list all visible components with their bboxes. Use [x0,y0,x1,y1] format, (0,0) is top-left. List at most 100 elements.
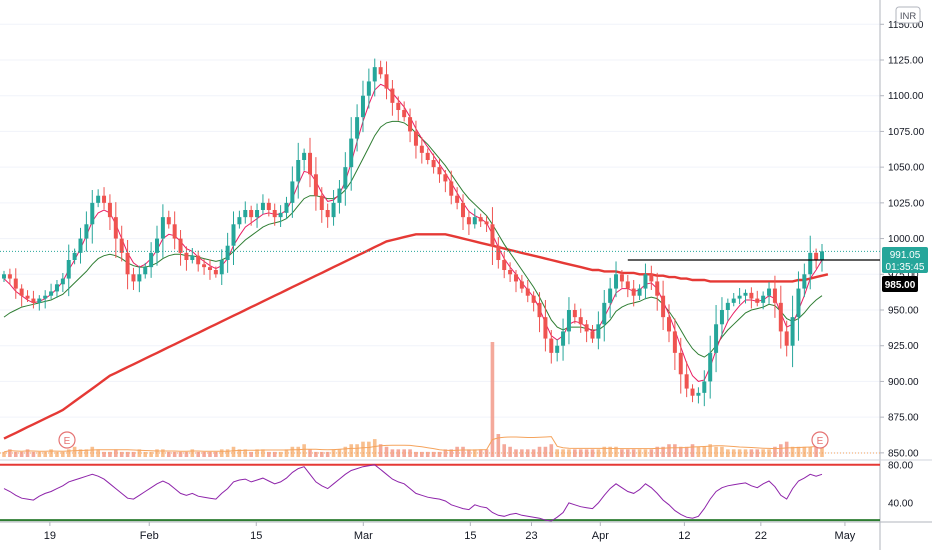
volume-bar [790,446,795,457]
volume-bar [767,449,771,457]
candle-body [96,195,101,203]
time-tick-label: 15 [250,530,262,542]
volume-bar [184,451,189,457]
volume-bar [678,446,683,457]
volume-bar [272,451,277,457]
volume-bar [461,446,465,457]
volume-bar [561,449,565,457]
candle-body [155,238,160,253]
volume-bar [84,449,89,457]
price-axis[interactable]: 850.00 875.00 900.00 925.00 950.00 975.00 1000… [880,20,925,460]
volume-bar [755,449,760,457]
volume-bar [573,449,577,457]
candle-body [255,210,260,218]
candle-body [690,388,695,396]
candle-body [49,291,54,296]
volume-bar [661,446,665,457]
volume-bar [684,446,689,457]
rsi-axis[interactable]: 40.00 80.00 [888,460,913,509]
candle-body [661,295,666,318]
candle-body [60,278,65,285]
volume-bar [96,449,100,457]
volume-bar [31,451,36,457]
time-tick-label: 23 [525,530,537,542]
volume-bar [108,451,112,457]
time-tick-label: 22 [755,530,767,542]
countdown-label: 01:35:45 [886,262,925,273]
candle-body [2,274,6,279]
candle-body [814,252,819,260]
candle-body [360,95,365,118]
volume-bar [667,444,671,457]
rsi-line [3,464,823,522]
volume-bar [2,451,6,457]
volume-bar [720,446,724,457]
fast-ma-line [3,83,823,382]
volume-bar [761,449,765,457]
candle-body [584,324,589,332]
candle-body [190,255,195,260]
volume-bar [737,449,742,457]
volume-bar [231,446,236,457]
volume-bar [278,451,283,457]
rsi-tick-label: 80.00 [888,460,913,471]
currency-badge[interactable]: INR [895,6,921,24]
candle-body [113,217,118,239]
candle-body [284,202,289,213]
candle-body [172,224,177,239]
volume-bar [820,446,824,457]
candle-body [519,281,524,289]
time-axis[interactable]: 19 Feb 15 Mar 15 23 Apr 12 22 May [44,522,856,542]
candles [2,58,824,407]
volume-average-line [3,436,823,453]
volume-bar [437,451,442,457]
volume-bar [420,451,424,457]
candle-body [408,117,413,132]
candle-body [484,221,489,225]
candle-body [396,102,401,110]
volume-bar [361,441,365,457]
candle-body [566,310,571,332]
candle-body [343,167,348,189]
candle-body [525,288,530,296]
candle-body [555,345,560,353]
volume-bar [13,451,18,457]
earnings-marker-label: E [817,436,824,447]
candle-body [820,251,824,260]
moving-averages [3,83,829,440]
volume-bar [314,451,318,457]
volume-bar [372,439,377,457]
volume-bar [773,446,777,457]
candle-body [531,295,536,303]
candle-body [543,317,548,339]
candle-body [231,224,236,246]
candle-body [184,252,189,260]
volume-bar [208,451,212,457]
candle-body [802,274,807,289]
volume-bar [702,446,707,457]
earnings-marker[interactable] [811,431,829,449]
candle-body [384,74,389,89]
volume-bar [396,449,401,457]
price-tick-label: 975.00 [888,270,919,281]
candle-body [260,202,265,210]
candle-body [725,302,730,310]
volume-bar [443,449,448,457]
volume-bar [296,446,301,457]
volume-bar [384,446,389,457]
candle-body [666,317,671,332]
candle-body [266,202,271,210]
earnings-marker[interactable] [58,431,76,449]
candle-body [202,264,207,268]
candle-body [537,302,542,318]
candle-body [490,224,495,246]
candle-body [378,67,383,75]
candle-body [602,302,607,325]
candle-body [608,288,613,303]
candle-body [513,274,518,282]
volume-bar [90,446,95,457]
candle-body [455,195,460,203]
volume-bar [449,449,454,457]
